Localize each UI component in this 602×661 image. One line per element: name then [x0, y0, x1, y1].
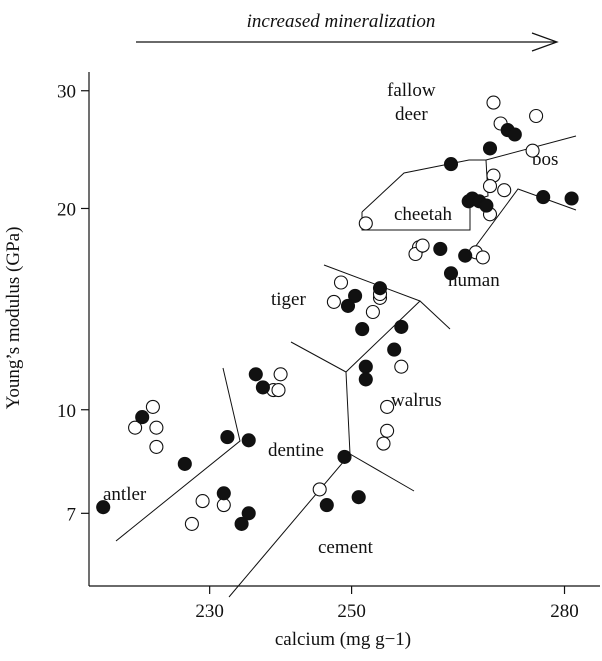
y-axis-title: Young’s modulus (GPa)	[3, 227, 24, 410]
open-data-point	[271, 383, 286, 398]
filled-data-point	[241, 433, 256, 448]
region-labels: fallow deer bos cheetah human tiger walr…	[103, 80, 558, 558]
filled-data-point	[348, 288, 363, 303]
axis-ticks: 230 250 280 7 10 20 30	[57, 82, 579, 622]
filled-data-point	[340, 298, 356, 313]
x-tick-label: 250	[337, 601, 366, 622]
y-tick-label: 7	[67, 504, 77, 525]
filled-data-point	[255, 380, 270, 395]
region-label-antler: antler	[103, 484, 147, 505]
filled-data-point	[507, 127, 522, 142]
filled-data-point	[216, 486, 231, 501]
filled-data-point	[372, 281, 388, 296]
open-data-point	[195, 494, 210, 509]
filled-data-point	[358, 372, 373, 387]
y-tick-label: 30	[57, 82, 76, 103]
top-annotation: increased mineralization	[247, 11, 436, 32]
filled-data-point	[96, 500, 111, 515]
region-boundaries	[115, 135, 577, 598]
region-label-deer: deer	[395, 104, 428, 125]
open-data-point	[333, 275, 349, 290]
open-data-point	[415, 238, 430, 253]
filled-data-point	[337, 449, 352, 464]
open-data-point	[149, 439, 164, 454]
open-data-point	[525, 143, 540, 158]
filled-data-point	[458, 248, 473, 263]
data-points	[96, 95, 579, 531]
filled-data-point	[248, 367, 263, 382]
filled-data-point	[351, 490, 366, 505]
region-label-cheetah: cheetah	[394, 204, 453, 225]
open-data-point	[273, 367, 288, 382]
open-data-point	[486, 95, 501, 110]
filled-data-point	[482, 141, 498, 156]
region-label-fallow: fallow	[387, 80, 436, 101]
filled-data-point	[234, 516, 249, 531]
open-data-point	[128, 420, 143, 435]
x-tick-label: 230	[195, 601, 224, 622]
open-data-point	[184, 516, 199, 531]
open-data-point	[497, 183, 512, 198]
open-data-point	[529, 108, 544, 124]
cheetah-top-boundary	[361, 159, 486, 213]
open-data-point	[482, 179, 498, 194]
filled-data-point	[564, 191, 579, 206]
filled-data-point	[443, 266, 459, 281]
dentine-cement-boundary	[228, 453, 415, 598]
filled-data-point	[536, 190, 551, 205]
open-data-point	[312, 482, 327, 497]
region-label-cement: cement	[318, 537, 374, 558]
x-axis-title: calcium (mg g−1)	[275, 629, 411, 650]
filled-data-point	[443, 157, 459, 172]
human-boundary	[463, 188, 577, 263]
filled-data-point	[387, 342, 402, 357]
tiger-top-boundary	[323, 264, 421, 302]
open-data-point	[376, 436, 391, 451]
dentine-walrus-boundary	[345, 300, 451, 455]
y-tick-label: 10	[57, 401, 76, 422]
open-data-point	[216, 498, 231, 513]
filled-data-point	[319, 498, 334, 513]
antler-boundary	[115, 367, 241, 542]
filled-data-point	[394, 319, 409, 334]
x-tick-label: 280	[550, 601, 579, 622]
filled-data-point	[479, 198, 494, 213]
open-data-point	[145, 399, 160, 414]
filled-data-point	[433, 241, 448, 256]
region-label-walrus: walrus	[391, 390, 442, 411]
filled-data-point	[241, 506, 256, 521]
open-data-point	[365, 304, 380, 320]
filled-data-point	[355, 322, 370, 337]
y-tick-label: 20	[57, 199, 76, 220]
region-label-tiger: tiger	[271, 289, 306, 310]
open-data-point	[394, 359, 409, 374]
tiger-boundary	[290, 341, 347, 373]
open-data-point	[358, 216, 373, 231]
open-data-point	[149, 420, 164, 435]
filled-data-point	[220, 430, 235, 445]
region-label-dentine: dentine	[268, 440, 324, 461]
mineralization-arrow-head	[531, 32, 559, 52]
region-label-human: human	[448, 270, 500, 291]
open-data-point	[380, 399, 395, 414]
filled-data-point	[177, 456, 192, 471]
open-data-point	[380, 423, 395, 438]
open-data-point	[475, 250, 490, 265]
filled-data-point	[135, 410, 150, 425]
filled-data-point	[358, 359, 373, 374]
open-data-point	[326, 294, 341, 309]
